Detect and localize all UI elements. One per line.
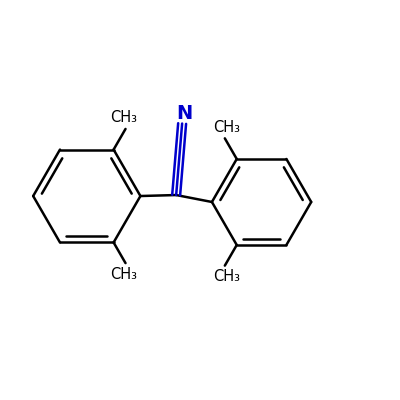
- Text: CH₃: CH₃: [213, 269, 240, 284]
- Text: CH₃: CH₃: [213, 120, 240, 135]
- Text: CH₃: CH₃: [110, 267, 137, 282]
- Text: N: N: [176, 104, 192, 123]
- Text: CH₃: CH₃: [110, 110, 137, 125]
